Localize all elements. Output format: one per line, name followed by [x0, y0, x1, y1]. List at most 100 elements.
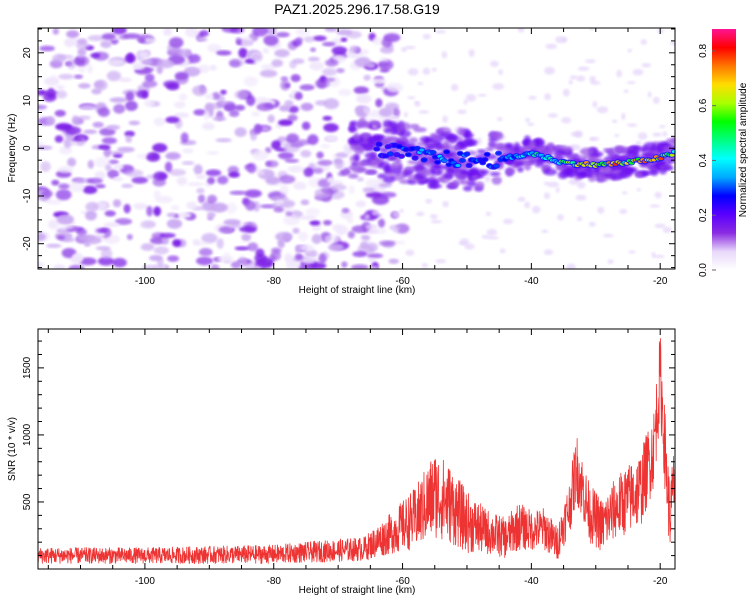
heatmap-cell — [193, 241, 209, 246]
heatmap-cell — [109, 97, 128, 103]
heatmap-cell — [229, 59, 241, 68]
heatmap-cell — [223, 219, 241, 226]
heatmap-cell — [325, 59, 339, 67]
heatmap-cell — [658, 157, 664, 161]
colorbar-tick-label: 0.6 — [698, 98, 709, 112]
heatmap-cell — [101, 137, 118, 145]
heatmap-cell — [350, 264, 369, 269]
heatmap-cell — [309, 61, 324, 71]
heatmap-cell — [654, 223, 666, 229]
heatmap-cell — [403, 171, 413, 177]
heatmap-cell — [442, 115, 448, 123]
heatmap-cell — [199, 30, 209, 37]
heatmap-cell — [276, 31, 290, 38]
heatmap-cell — [523, 161, 532, 171]
heatmap-cell — [168, 37, 184, 49]
heatmap-cell — [543, 192, 551, 200]
heatmap-cell — [153, 206, 162, 217]
heatmap-cell — [589, 28, 594, 31]
heatmap-cell — [197, 194, 206, 204]
heatmap-cell — [445, 167, 456, 175]
heatmap-cell — [375, 227, 387, 235]
heatmap-cell — [431, 67, 437, 73]
heatmap-cell — [166, 212, 176, 218]
heatmap-cell — [355, 200, 367, 208]
heatmap-cell — [153, 117, 166, 127]
heatmap-cell — [237, 256, 248, 268]
heatmap-cell — [50, 74, 57, 83]
heatmap-cell — [457, 136, 464, 141]
heatmap-cell — [277, 151, 294, 160]
heatmap-cell — [535, 146, 546, 151]
colorbar-label: Normalized spectral amplitude — [738, 82, 749, 217]
heatmap-cell — [324, 234, 340, 244]
heatmap-cell — [430, 150, 436, 155]
heatmap-cell — [386, 82, 404, 93]
heatmap-cell — [174, 112, 190, 118]
heatmap-cell — [376, 142, 382, 146]
heatmap-cell — [464, 138, 478, 145]
heatmap-cell — [614, 146, 624, 154]
heatmap-cell — [347, 231, 355, 239]
heatmap-cell — [220, 89, 227, 95]
heatmap-cell — [392, 108, 401, 118]
heatmap-cell — [195, 256, 214, 266]
heatmap-cell — [577, 66, 590, 71]
heatmap-cell — [85, 201, 99, 212]
heatmap-cell — [346, 30, 362, 39]
heatmap-cell — [488, 132, 502, 138]
heatmap-cell — [263, 34, 279, 46]
heatmap-cell — [112, 257, 127, 268]
heatmap-cell — [172, 239, 182, 248]
heatmap-cell — [58, 183, 70, 190]
heatmap-cell — [383, 154, 389, 158]
heatmap-cell — [465, 93, 477, 102]
heatmap-cell — [626, 150, 639, 159]
heatmap-cell — [56, 90, 68, 99]
heatmap-cell — [221, 28, 239, 33]
heatmap-cell — [91, 88, 102, 95]
heatmap-cell — [620, 168, 632, 173]
heatmap-cell — [408, 137, 419, 144]
heatmap-cell — [126, 233, 133, 240]
heatmap-cell — [63, 38, 80, 46]
heatmap-cell — [103, 222, 120, 228]
heatmap-cell — [212, 116, 227, 122]
heatmap-cell — [55, 189, 72, 201]
heatmap-cell — [399, 130, 412, 138]
heatmap-cell — [97, 256, 115, 266]
heatmap-cell — [54, 109, 66, 117]
heatmap-cell — [603, 147, 610, 153]
heatmap-cell — [117, 146, 135, 153]
heatmap-cell — [356, 120, 363, 129]
heatmap-cell — [544, 66, 556, 75]
heatmap-cell — [42, 91, 57, 102]
heatmap-cell — [653, 254, 665, 259]
y-tick-label: 10 — [22, 95, 33, 107]
heatmap-cell — [82, 185, 98, 195]
heatmap-cell — [275, 231, 293, 242]
spectrogram-x-label: Height of straight line (km) — [299, 285, 416, 296]
heatmap-cell — [463, 99, 468, 105]
spectrogram-y-label: Frequency (Hz) — [7, 114, 18, 183]
heatmap-cell — [421, 158, 427, 162]
heatmap-cell — [404, 45, 416, 50]
heatmap-cell — [86, 64, 94, 74]
heatmap-cell — [228, 109, 240, 118]
heatmap-cell — [262, 47, 270, 54]
heatmap-cell — [419, 148, 425, 152]
heatmap-cell — [152, 143, 168, 153]
heatmap-cell — [103, 147, 112, 158]
heatmap-cell — [556, 165, 564, 171]
x-tick-label: -80 — [267, 276, 282, 287]
heatmap-cell — [177, 48, 191, 58]
heatmap-cell — [193, 109, 207, 116]
heatmap-cell — [140, 243, 155, 251]
heatmap-cell — [210, 263, 220, 269]
y-tick-label: 0 — [22, 145, 33, 151]
x-tick-label: -100 — [135, 576, 155, 587]
heatmap-cell — [79, 104, 97, 111]
heatmap-cell — [519, 146, 529, 151]
heatmap-cell — [354, 56, 372, 68]
heatmap-cell — [407, 96, 416, 100]
